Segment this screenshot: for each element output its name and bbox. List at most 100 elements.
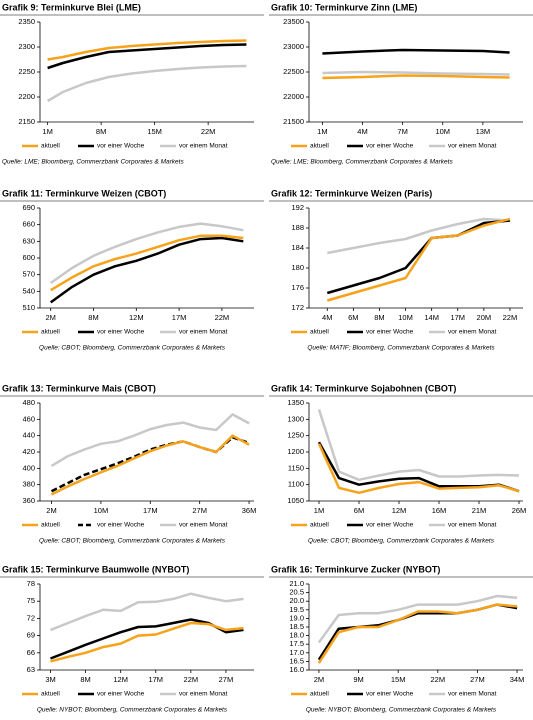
x-tick-label: 13M (476, 127, 491, 136)
legend-label: vor einem Monat (448, 691, 497, 698)
y-tick-label: 540 (22, 286, 35, 295)
legend-label: aktuell (41, 522, 60, 529)
x-tick-label: 17M (172, 313, 187, 322)
legend-label: vor einem Monat (448, 329, 497, 336)
source-note: Quelle: CBOT; Bloomberg, Commerzbank Cor… (308, 538, 495, 545)
y-tick-label: 184 (291, 243, 304, 252)
x-tick-label: 2M (314, 675, 324, 684)
chart-title: Grafik 9: Terminkurve Blei (LME) (2, 2, 141, 12)
x-tick-label: 21M (472, 506, 487, 515)
y-tick-label: 2200 (18, 92, 35, 101)
source-note: Quelle: CBOT; Bloomberg, Commerzbank Cor… (39, 538, 226, 545)
legend-label: vor einer Woche (97, 329, 145, 336)
y-tick-label: 17.0 (289, 648, 304, 657)
y-tick-label: 19.5 (289, 605, 304, 614)
series-line (50, 413, 250, 467)
y-tick-label: 192 (291, 203, 304, 212)
y-tick-label: 440 (22, 431, 35, 440)
x-tick-label: 10M (94, 506, 109, 515)
x-tick-label: 26M (512, 506, 527, 515)
y-tick-label: 2300 (18, 42, 35, 51)
x-tick-label: 34M (510, 675, 525, 684)
series-line (49, 222, 244, 285)
y-tick-label: 19.0 (289, 613, 304, 622)
series-line (50, 434, 250, 496)
source-note: Quelle: NYBOT; Bloomberg, Commerzbank Co… (37, 707, 228, 714)
y-tick-label: 18.5 (289, 622, 304, 631)
x-tick-label: 8M (80, 675, 90, 684)
x-tick-label: 3M (45, 675, 55, 684)
y-tick-label: 690 (22, 203, 35, 212)
y-tick-label: 1300 (287, 414, 304, 423)
x-tick-label: 1M (317, 127, 327, 136)
x-tick-label: 12M (392, 506, 407, 515)
series-line (317, 603, 518, 664)
x-tick-label: 36M (242, 506, 257, 515)
legend-label: aktuell (310, 691, 329, 698)
x-tick-label: 22M (201, 127, 216, 136)
series-line (49, 236, 244, 304)
y-tick-label: 480 (22, 398, 35, 407)
x-tick-label: 1M (314, 506, 324, 515)
x-tick-label: 27M (219, 675, 234, 684)
chart-title: Grafik 16: Terminkurve Zucker (NYBOT) (271, 564, 440, 574)
y-tick-label: 380 (22, 480, 35, 489)
chart: Grafik 14: Terminkurve Sojabohnen (CBOT)… (269, 383, 533, 545)
series-line (47, 39, 247, 61)
x-tick-label: 12M (113, 675, 128, 684)
chart-title: Grafik 11: Terminkurve Weizen (CBOT) (2, 188, 166, 198)
y-tick-label: 23000 (283, 42, 304, 51)
y-tick-label: 1200 (287, 447, 304, 456)
y-tick-label: 2150 (18, 117, 35, 126)
x-tick-label: 10M (398, 313, 413, 322)
series-line (50, 234, 244, 292)
y-tick-label: 1050 (287, 496, 304, 505)
x-tick-label: 22M (430, 675, 445, 684)
series-line (322, 48, 510, 55)
y-tick-label: 78 (27, 579, 35, 588)
legend-label: vor einer Woche (366, 691, 414, 698)
y-tick-label: 510 (22, 303, 35, 312)
y-tick-label: 75 (27, 596, 35, 605)
y-tick-label: 400 (22, 463, 35, 472)
y-tick-label: 660 (22, 220, 35, 229)
y-tick-label: 420 (22, 447, 35, 456)
x-tick-label: 15M (391, 675, 406, 684)
x-tick-label: 4M (322, 313, 332, 322)
legend-label: aktuell (41, 143, 60, 150)
legend-label: vor einer Woche (366, 329, 414, 336)
legend-label: aktuell (41, 691, 60, 698)
x-tick-label: 1M (42, 127, 52, 136)
y-tick-label: 63 (27, 665, 35, 674)
y-tick-label: 600 (22, 253, 35, 262)
legend-label: vor einem Monat (448, 522, 497, 529)
legend-label: vor einem Monat (179, 522, 228, 529)
legend-label: vor einem Monat (179, 143, 228, 150)
source-note: Quelle: LME; Bloomberg, Commerzbank Corp… (2, 159, 184, 166)
legend-label: aktuell (41, 329, 60, 336)
y-tick-label: 1100 (288, 480, 304, 489)
x-tick-label: 4M (357, 127, 367, 136)
y-tick-label: 23500 (283, 17, 304, 26)
legend-label: vor einer Woche (366, 143, 414, 150)
x-tick-label: 2M (45, 313, 55, 322)
x-tick-label: 22M (215, 313, 230, 322)
y-tick-label: 172 (291, 303, 304, 312)
y-tick-label: 16.0 (289, 665, 304, 674)
y-tick-label: 22000 (283, 92, 304, 101)
legend-label: vor einer Woche (97, 691, 145, 698)
series-line (326, 219, 511, 295)
series-line (327, 217, 511, 255)
x-tick-label: 8M (88, 313, 98, 322)
y-tick-label: 20.5 (289, 588, 304, 597)
series-line (326, 217, 511, 302)
series-line (50, 621, 244, 663)
chart: Grafik 15: Terminkurve Baumwolle (NYBOT)… (0, 564, 264, 714)
legend-label: vor einer Woche (97, 522, 145, 529)
x-tick-label: 17M (148, 675, 163, 684)
legend-label: vor einem Monat (448, 143, 497, 150)
chart-title: Grafik 12: Terminkurve Weizen (Paris) (271, 188, 432, 198)
x-tick-label: 22M (184, 675, 199, 684)
y-tick-label: 66 (27, 648, 35, 657)
